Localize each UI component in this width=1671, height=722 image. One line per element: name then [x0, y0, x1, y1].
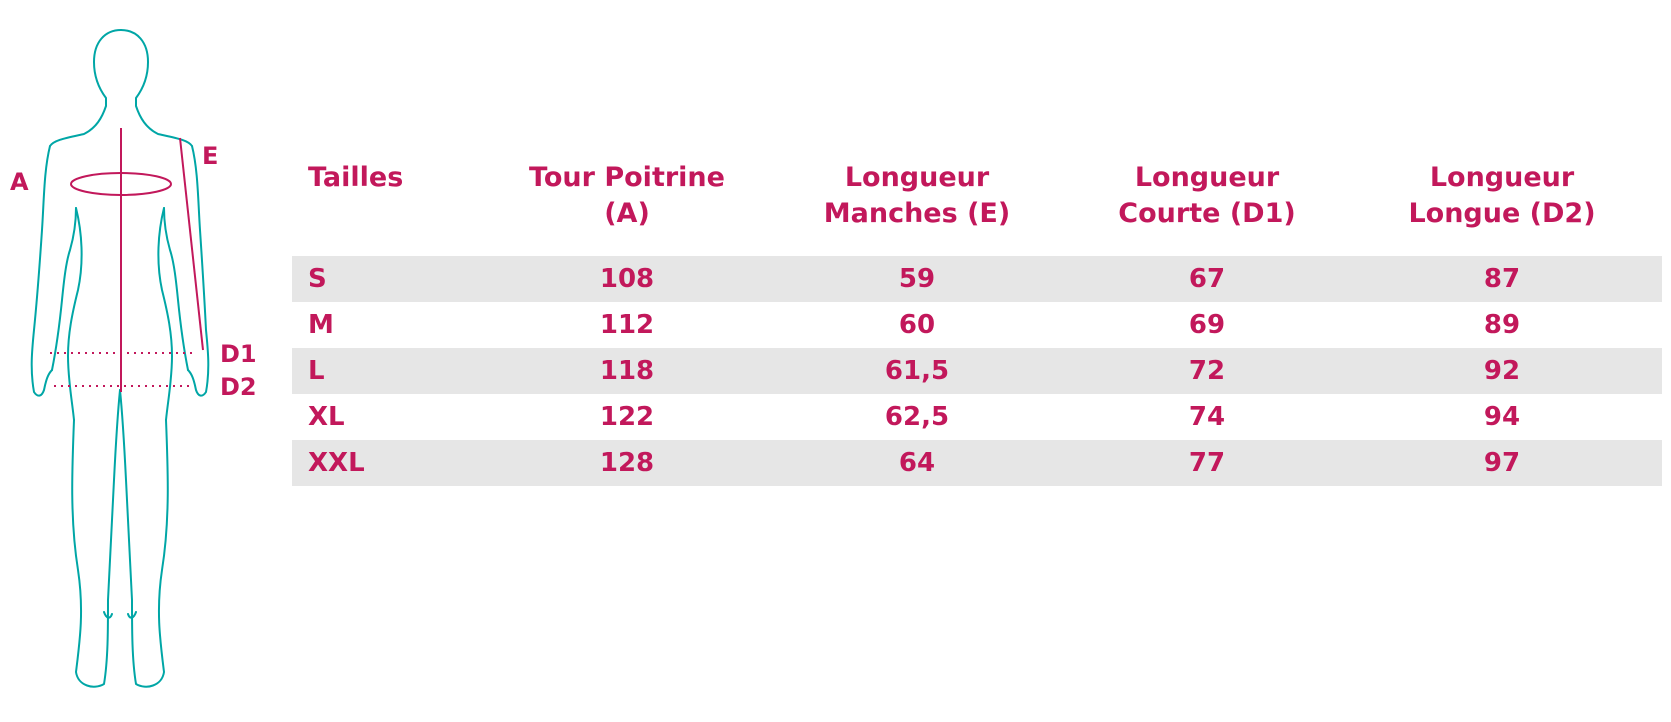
table-row: L 118 61,5 72 92: [292, 348, 1662, 394]
short-length-cell: 77: [1072, 440, 1342, 486]
chest-cell: 112: [599, 310, 655, 340]
size-cell: XL: [308, 402, 345, 432]
size-cell: L: [292, 348, 492, 394]
table-row: S 108 59 67 87: [292, 256, 1662, 302]
long-length-cell: 97: [1342, 440, 1662, 486]
label-d2: D2: [220, 373, 257, 401]
chest-cell: 128: [492, 440, 762, 486]
body-silhouette-icon: A E D1 D2: [10, 29, 257, 688]
size-cell: M: [308, 310, 334, 340]
long-length-cell: 87: [1342, 256, 1662, 302]
size-cell: XXL: [292, 440, 492, 486]
sleeve-cell: 61,5: [762, 348, 1072, 394]
label-d1: D1: [220, 340, 257, 368]
table-row: XL 122 62,5 74 94: [292, 394, 1662, 440]
header-size: Tailles: [308, 162, 404, 193]
body-measurement-figure: A E D1 D2: [0, 0, 280, 722]
table-row: M 112 60 69 89: [292, 302, 1662, 348]
short-length-cell: 72: [1072, 348, 1342, 394]
header-sleeve-length: Longueur Manches (E): [823, 162, 1011, 229]
table-row: XXL 128 64 77 97: [292, 440, 1662, 486]
sleeve-cell: 64: [762, 440, 1072, 486]
header-short-length: Longueur Courte (D1): [1118, 162, 1296, 229]
short-length-cell: 74: [1188, 402, 1226, 432]
short-length-cell: 69: [1188, 310, 1226, 340]
chest-cell: 108: [492, 256, 762, 302]
long-length-cell: 94: [1483, 402, 1521, 432]
long-length-cell: 89: [1483, 310, 1521, 340]
size-cell: S: [292, 256, 492, 302]
sleeve-cell: 59: [762, 256, 1072, 302]
chest-cell: 122: [599, 402, 655, 432]
header-chest: Tour Poitrine (A): [529, 162, 725, 229]
header-row: Tailles Tour Poitrine (A) Longueur Manch…: [292, 150, 1662, 256]
sleeve-cell: 62,5: [884, 402, 950, 432]
chest-cell: 118: [492, 348, 762, 394]
size-chart-table: Tailles Tour Poitrine (A) Longueur Manch…: [292, 150, 1662, 486]
long-length-cell: 92: [1342, 348, 1662, 394]
short-length-cell: 67: [1072, 256, 1342, 302]
label-e: E: [202, 142, 218, 170]
sleeve-cell: 60: [898, 310, 936, 340]
label-a: A: [10, 168, 29, 196]
header-long-length: Longueur Longue (D2): [1408, 162, 1596, 229]
